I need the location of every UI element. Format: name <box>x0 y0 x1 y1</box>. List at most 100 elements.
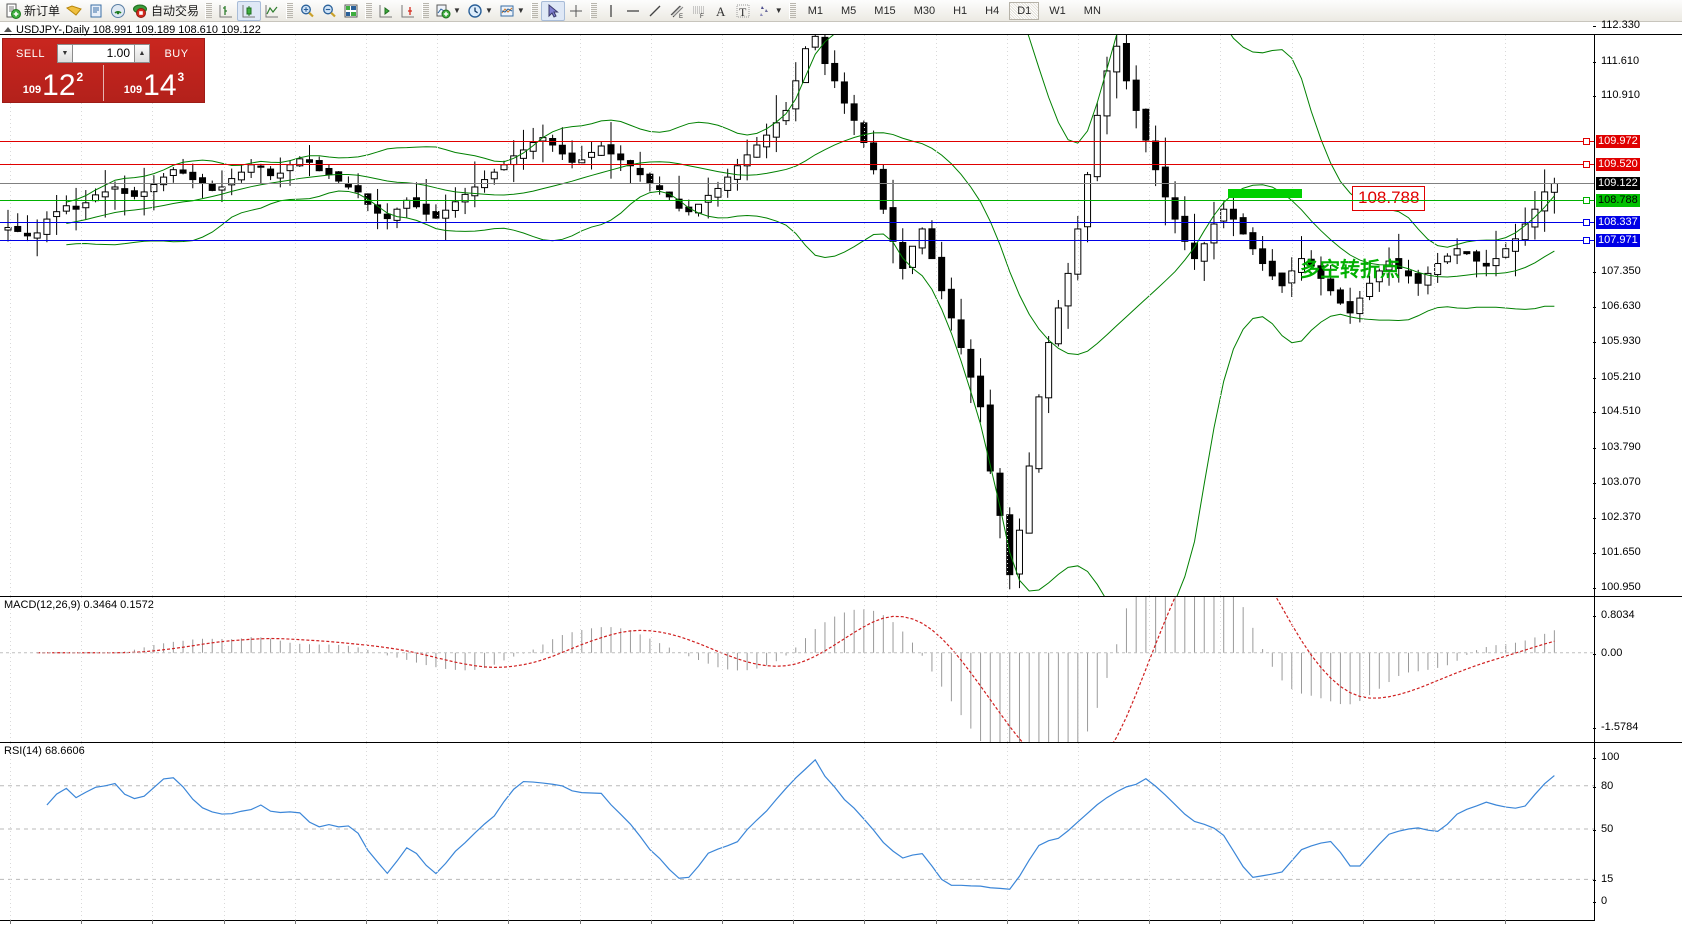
price-level-line[interactable] <box>0 199 1595 201</box>
svg-text:A: A <box>716 4 726 19</box>
date-axis[interactable]: 3 Nov 201922 Nov 20192 Dec 201911 Dec 20… <box>0 920 1682 942</box>
timeframe-h4-button[interactable]: H4 <box>985 4 1000 17</box>
templates-button[interactable]: ▼ <box>496 1 528 21</box>
timeframe-m15-button[interactable]: M15 <box>874 4 896 17</box>
line-chart-type-button[interactable] <box>261 1 283 21</box>
vertical-gridline <box>722 35 724 596</box>
folder-button[interactable] <box>63 1 85 21</box>
macd-scale[interactable]: 0.8034 0.00 -1.5784 <box>1592 597 1682 742</box>
date-tick <box>1149 920 1151 924</box>
vertical-gridline <box>223 35 225 596</box>
chevron-down-icon[interactable]: ▼ <box>484 6 493 15</box>
date-tick <box>1220 920 1222 924</box>
chart-shift-button[interactable] <box>397 1 419 21</box>
macd-pane[interactable]: MACD(12,26,9) 0.3464 0.1572 0.8034 0.00 -1… <box>0 596 1682 742</box>
date-tick <box>1434 920 1436 924</box>
price-level-line[interactable] <box>0 163 1595 165</box>
chevron-down-icon[interactable]: ▼ <box>774 6 783 15</box>
vertical-gridline <box>1362 743 1364 920</box>
periods-button[interactable]: ▼ <box>464 1 496 21</box>
price-level-line[interactable] <box>0 240 1595 242</box>
timeframe-w1-button[interactable]: W1 <box>1049 4 1066 17</box>
fibonacci-tool-button[interactable]: F <box>688 1 710 21</box>
macd-tick: 0.00 <box>1592 647 1622 659</box>
bar-chart-icon <box>218 3 234 19</box>
bar-chart-type-button[interactable] <box>215 1 237 21</box>
chevron-down-icon[interactable]: ▼ <box>453 6 461 15</box>
tile-windows-button[interactable] <box>340 1 362 21</box>
auto-scroll-button[interactable] <box>375 1 397 21</box>
rsi-tick: 100 <box>1592 751 1619 763</box>
timeframe-h1-button[interactable]: H1 <box>953 4 968 17</box>
timeframe-d1-button[interactable]: D1 <box>1009 1 1040 20</box>
volume-decrement-button[interactable]: ▼ <box>57 44 73 63</box>
zoom-out-button[interactable] <box>318 1 340 21</box>
sell-button[interactable]: SELL <box>16 47 45 60</box>
indicators-button[interactable]: ▼ <box>432 1 464 21</box>
macd-plot[interactable] <box>0 597 1595 742</box>
chart-area[interactable]: 108.788 多空转折点 112.330111.610110.910110.1… <box>0 19 1682 942</box>
vertical-gridline <box>294 35 296 596</box>
timeframe-mn-button[interactable]: MN <box>1083 4 1101 17</box>
date-tick <box>508 920 510 924</box>
volume-increment-button[interactable]: ▲ <box>134 44 150 63</box>
zoom-in-button[interactable] <box>296 1 318 21</box>
vertical-gridline <box>579 35 581 596</box>
vertical-gridline <box>81 597 83 742</box>
vertical-gridline <box>1434 35 1436 596</box>
vertical-gridline <box>1006 597 1008 742</box>
sell-price[interactable]: 109 12 2 <box>3 65 103 101</box>
text-tool-button[interactable]: A <box>710 1 732 21</box>
price-level-handle[interactable] <box>1583 196 1590 204</box>
volume-stepper[interactable]: ▼ 1.00 ▲ <box>57 44 150 63</box>
price-level-line[interactable] <box>0 222 1595 224</box>
date-tick <box>81 920 83 924</box>
buy-price[interactable]: 109 14 3 <box>103 65 204 101</box>
zoom-out-icon <box>321 3 337 19</box>
crosshair-tool-button[interactable] <box>565 1 587 21</box>
buy-button[interactable]: BUY <box>164 47 189 60</box>
price-pane[interactable]: 108.788 多空转折点 112.330111.610110.910110.1… <box>0 19 1682 596</box>
one-click-trading-panel[interactable]: SELL ▼ 1.00 ▲ BUY 109 12 2 109 14 3 <box>2 38 205 103</box>
timeframe-m5-button[interactable]: M5 <box>841 4 857 17</box>
metaeditor-button[interactable] <box>85 1 107 21</box>
text-label-tool-button[interactable]: T <box>732 1 754 21</box>
shapes-tool-button[interactable]: ▼ <box>754 1 786 21</box>
timeframe-m1-button[interactable]: M1 <box>807 4 823 17</box>
vertical-gridline <box>793 597 795 742</box>
price-scale[interactable]: 112.330111.610110.910110.190109.470108.7… <box>1592 19 1682 596</box>
cursor-tool-button[interactable] <box>540 0 565 21</box>
price-level-line[interactable] <box>0 141 1595 143</box>
rsi-scale-divider <box>1594 743 1595 920</box>
price-level-handle[interactable] <box>1583 138 1590 146</box>
vertical-gridline <box>1006 35 1008 596</box>
chart-shift-icon <box>400 3 416 19</box>
toolbar-separator <box>788 2 796 19</box>
vertical-gridline <box>650 597 652 742</box>
signals-button[interactable] <box>107 1 129 21</box>
candlestick-chart-type-button[interactable] <box>237 0 262 21</box>
rsi-scale[interactable]: 100 80 50 15 0 <box>1592 743 1682 920</box>
price-plot[interactable]: 108.788 多空转折点 <box>0 35 1595 596</box>
timeframe-m30-button[interactable]: M30 <box>913 4 936 17</box>
horizontal-line-tool-button[interactable] <box>622 1 644 21</box>
rsi-plot[interactable] <box>0 743 1595 920</box>
chevron-down-icon[interactable]: ▼ <box>516 6 525 15</box>
price-level-handle[interactable] <box>1583 160 1590 168</box>
price-level-handle[interactable] <box>1583 237 1590 245</box>
autotrading-button[interactable]: 自动交易 <box>129 1 202 21</box>
rsi-pane[interactable]: RSI(14) 68.6606 100 80 50 15 0 <box>0 742 1682 920</box>
vertical-line-tool-button[interactable] <box>600 1 622 21</box>
collapse-triangle-icon[interactable] <box>4 27 12 32</box>
trendline-tool-button[interactable] <box>644 1 666 21</box>
equidistant-channel-tool-button[interactable]: E <box>666 1 688 21</box>
price-scale-divider <box>1594 35 1595 596</box>
vertical-gridline <box>650 35 652 596</box>
auto-scroll-icon <box>378 3 394 19</box>
new-order-button[interactable]: 新订单 <box>2 1 63 21</box>
vertical-gridline <box>1291 743 1293 920</box>
rsi-label: RSI(14) 68.6606 <box>4 745 85 757</box>
volume-input[interactable]: 1.00 <box>73 44 134 63</box>
price-level-line[interactable] <box>0 183 1595 185</box>
price-level-handle[interactable] <box>1583 219 1590 227</box>
